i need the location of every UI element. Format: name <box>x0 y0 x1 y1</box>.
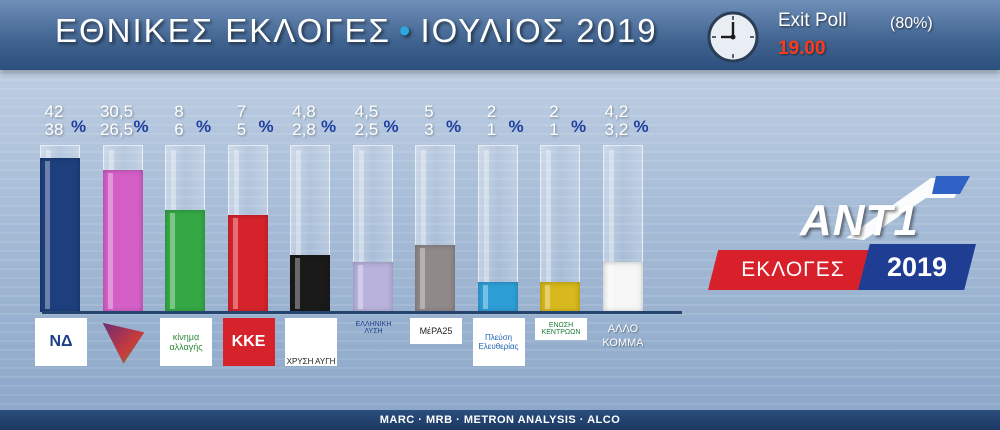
bar <box>40 158 80 312</box>
title-date: ΙΟΥΛΙΟΣ 2019 <box>420 12 658 49</box>
elliniki-lysi-logo-icon: ΕΛΛΗΝΙΚΗ ΛΥΣΗ <box>355 321 392 335</box>
bar-value-high: 2 <box>486 102 497 121</box>
bar-value-low: 5 <box>236 120 247 139</box>
bar-value-labels: 42 38% <box>33 103 88 143</box>
bar <box>540 282 580 312</box>
percent-sign: % <box>571 117 587 136</box>
mera25-logo-icon: ΜέΡΑ25 <box>410 318 462 344</box>
syriza-logo-icon <box>102 322 145 364</box>
brand-name: ANT1 <box>800 196 919 245</box>
bar-group: 86%κίνημα αλλαγήςΚΙΝΗΜΑ ΑΛΛΑΓΗΣ <box>158 0 213 430</box>
bar-value-labels: 30,5 26,5% <box>96 103 151 143</box>
bar-value-labels: 7 5% <box>221 103 276 143</box>
bar-group: 4,23,2%ΑΛΛΟ ΚΟΜΜΑΑΛΛΟ ΚΟΜΜΑ <box>596 0 651 430</box>
bar-group: 4,52,5%ΕΛΛΗΝΙΚΗ ΛΥΣΗΕΛΛΗΝΙΚΗ ΛΥΣΗ <box>346 0 401 430</box>
bar-value-high: 7 <box>236 102 247 121</box>
title-main: ΕΘΝΙΚΕΣ ΕΚΛΟΓΕΣ <box>55 12 391 49</box>
kke-logo-icon: ΚΚΕ <box>222 318 275 366</box>
exit-poll-time: 19.00 <box>778 38 826 59</box>
other-party-label: ΑΛΛΟ ΚΟΜΜΑ <box>602 323 644 349</box>
bar-value-labels: 4,2 3,2% <box>596 103 651 143</box>
kinal-logo-icon: κίνημα αλλαγής <box>160 318 212 366</box>
bar-value-high: 4,2 <box>604 102 629 121</box>
bar-value-low: 1 <box>549 120 559 139</box>
clock-icon <box>707 11 759 63</box>
percent-sign: % <box>71 117 87 136</box>
bar-group: 53%ΜέΡΑ25ΜέΡΑ25 <box>408 0 463 430</box>
page-title: ΕΘΝΙΚΕΣ ΕΚΛΟΓΕΣ • ΙΟΥΛΙΟΣ 2019 <box>55 12 658 50</box>
brand-year: 2019 <box>858 244 976 290</box>
bar-value-low: 2,5 <box>354 120 379 139</box>
bar-value-low: 3,2 <box>604 120 629 139</box>
percent-sign: % <box>196 117 212 136</box>
bar <box>165 210 205 312</box>
exit-poll-percent: (80%) <box>890 15 933 32</box>
bar-value-low: 1 <box>486 120 497 139</box>
bar-value-low: 38 <box>44 120 64 139</box>
bar-value-high: 5 <box>424 102 434 121</box>
bar-value-labels: 8 6% <box>158 103 213 143</box>
bar-value-labels: 2 1% <box>471 103 526 143</box>
bar-value-labels: 4,8 2,8% <box>283 103 338 143</box>
bar <box>477 282 518 312</box>
bar-value-low: 3 <box>424 120 434 139</box>
percent-sign: % <box>133 117 149 136</box>
brand-label: ΕΚΛΟΓΕΣ <box>708 250 878 290</box>
bar <box>290 255 330 312</box>
bar-value-labels: 5 3% <box>408 103 463 143</box>
bar-value-high: 4,5 <box>354 102 379 121</box>
nd-logo-icon: ΝΔ <box>35 318 87 366</box>
percent-sign: % <box>321 117 337 136</box>
exit-poll-label: Exit Poll <box>778 10 847 31</box>
ant1-swoosh-icon <box>846 176 970 240</box>
bar <box>227 215 268 312</box>
percent-sign: % <box>633 117 649 136</box>
bar-value-labels: 4,5 2,5% <box>346 103 401 143</box>
bar-value-high: 42 <box>44 102 64 121</box>
percent-sign: % <box>258 117 274 136</box>
bar-value-low: 26,5 <box>99 120 134 139</box>
bar-group: 4,82,8%ΧΡΥΣΗ ΑΥΓΗΧΡΥΣΗ ΑΥΓΗ <box>283 0 338 430</box>
bar <box>102 170 143 312</box>
bar <box>602 262 643 312</box>
title-separator: • <box>398 12 413 49</box>
chart-baseline <box>42 311 682 314</box>
header-banner: ΕΘΝΙΚΕΣ ΕΚΛΟΓΕΣ • ΙΟΥΛΙΟΣ 2019 Exit Poll (… <box>0 0 1000 70</box>
bar-group: 21%ΕΝΩΣΗ ΚΕΝΤΡΩΩΝΕΝΩΣΗ ΚΕΝΤΡΩΟΝ <box>533 0 588 430</box>
enosi-kentroon-logo-icon: ΕΝΩΣΗ ΚΕΝΤΡΩΩΝ <box>535 318 587 340</box>
brand-block: ANT1 ΕΚΛΟΓΕΣ 2019 <box>708 168 988 298</box>
bar-value-high: 8 <box>174 102 184 121</box>
bar-value-low: 6 <box>174 120 184 139</box>
bar <box>415 245 455 312</box>
bar-group: 30,526,5%ΣΥΡΙΖΑ <box>96 0 151 430</box>
plefsi-logo-icon: Πλεύση Ελευθερίας <box>472 318 525 366</box>
bar-value-high: 30,5 <box>99 102 134 121</box>
percent-sign: % <box>508 117 524 136</box>
bar <box>352 262 393 312</box>
bar-value-high: 2 <box>549 102 559 121</box>
bar-group: 75%ΚΚΕΚΚΕ <box>221 0 276 430</box>
xrysi-avgi-logo-icon: ΧΡΥΣΗ ΑΥΓΗ <box>285 318 337 366</box>
poll-sources: MARC · MRB · METRON ANALYSIS · ALCO <box>0 410 1000 430</box>
bar-value-high: 4,8 <box>292 102 316 121</box>
percent-sign: % <box>383 117 399 136</box>
bar-value-labels: 2 1% <box>533 103 588 143</box>
bar-group: 21%Πλεύση ΕλευθερίαςΠΛΕΥΣΗ ΕΛΕΥΘΕΡΙΑΣ <box>471 0 526 430</box>
bar-value-low: 2,8 <box>292 120 316 139</box>
percent-sign: % <box>446 117 462 136</box>
